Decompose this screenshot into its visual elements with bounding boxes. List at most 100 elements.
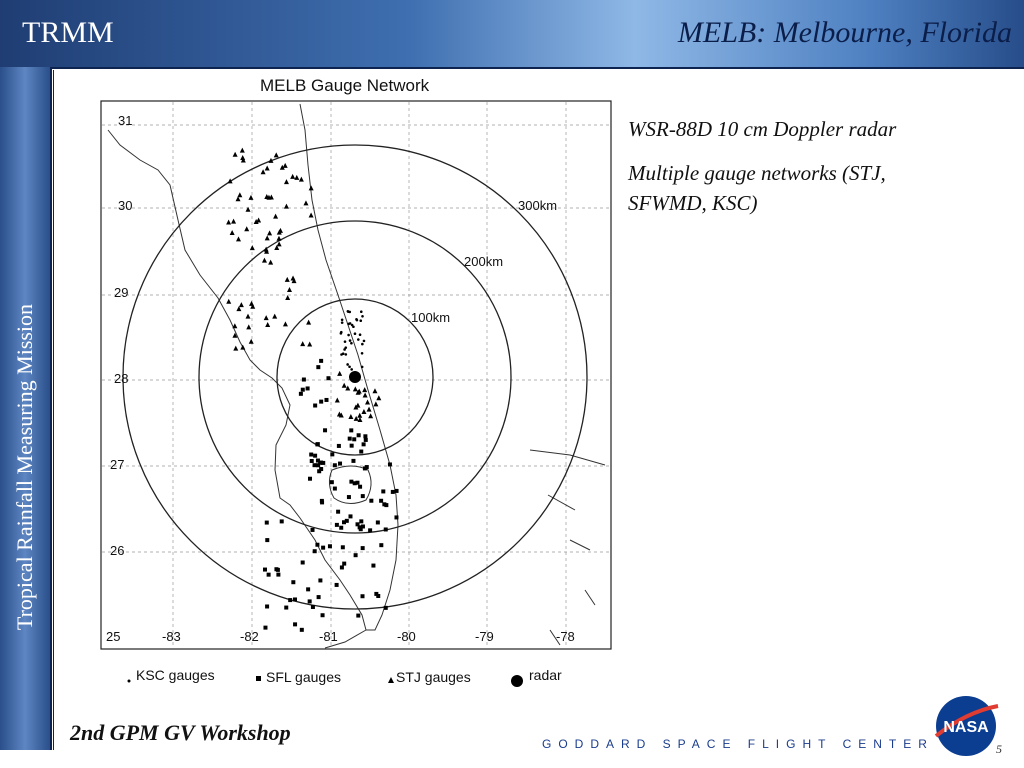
header-right-title: MELB: Melbourne, Florida (677, 16, 1012, 49)
sfl-gauge (376, 593, 381, 598)
stj-gauge (264, 235, 270, 241)
sfl-gauge (356, 433, 361, 438)
stj-gauge (284, 276, 290, 282)
stj-gauge (357, 412, 363, 418)
note-networks: Multiple gauge networks (STJ, SFWMD, KSC… (628, 161, 886, 215)
sfl-gauge (353, 553, 358, 558)
stj-gauge (261, 257, 267, 263)
sfl-gauge (349, 479, 354, 484)
stj-gauge (283, 203, 289, 209)
sfl-gauge (312, 549, 317, 554)
sfl-gauge (349, 428, 354, 433)
sfl-gauge (360, 546, 365, 551)
sfl-gauge (360, 594, 365, 599)
sfl-gauge (330, 452, 335, 457)
ksc-gauge (360, 365, 364, 369)
stj-gauge (290, 173, 296, 179)
stj-gauge (253, 218, 259, 224)
legend-radar: radar (529, 667, 562, 683)
stj-gauge (249, 245, 255, 251)
map-figure: 100km 200km 300km 31 30 29 28 27 26 25 -… (100, 100, 612, 687)
stj-gauge (245, 313, 251, 319)
sfl-gauge (317, 469, 322, 474)
keys-coastline (324, 629, 367, 649)
sfl-gauge (309, 458, 314, 463)
sfl-gauge (307, 599, 312, 604)
lat-label: 25 (106, 629, 120, 644)
sfl-gauge (279, 519, 284, 524)
sfl-gauge (318, 460, 323, 465)
stj-gauge (368, 413, 374, 419)
map-title: MELB Gauge Network (260, 76, 430, 95)
legend-stj: STJ gauges (396, 669, 471, 685)
stj-gauge (352, 386, 358, 392)
stj-gauge (248, 338, 254, 344)
legend-radar-marker (511, 675, 523, 687)
stj-gauge (273, 213, 279, 219)
stj-gauge (373, 401, 379, 407)
stj-gauge (345, 385, 351, 391)
stj-gauge (231, 218, 237, 224)
sfl-gauge (315, 442, 320, 447)
sfl-gauge (360, 494, 365, 499)
stj-gauge (294, 174, 300, 180)
sfl-gauge (323, 428, 328, 433)
sfl-gauge (327, 544, 332, 549)
stj-gauge (263, 246, 269, 252)
stj-gauge (282, 321, 288, 327)
sfl-gauge (316, 463, 321, 468)
sfl-gauge (310, 604, 315, 609)
stj-gauge (353, 415, 359, 421)
radar-marker (349, 371, 361, 383)
ksc-gauge (361, 314, 364, 318)
stj-gauge (260, 169, 266, 175)
legend-ksc-marker (127, 679, 131, 683)
sfl-gauge (359, 449, 364, 454)
stj-gauge (226, 219, 232, 225)
sfl-gauge (369, 498, 374, 503)
sfl-gauge (394, 515, 399, 520)
sfl-gauge (319, 498, 324, 503)
sfl-gauge (309, 452, 314, 457)
stj-gauge (265, 321, 271, 327)
sfl-gauge (274, 567, 279, 572)
sfl-gauge (263, 625, 268, 630)
stj-gauge (273, 152, 279, 158)
legend-stj-marker (388, 677, 394, 683)
stj-gauge (268, 259, 274, 265)
stj-gauge (250, 303, 256, 309)
sfl-gauge (266, 572, 271, 577)
stj-gauge (307, 341, 313, 347)
ksc-gauge (353, 332, 357, 336)
sfl-gauge (320, 613, 325, 618)
sfl-gauge (329, 480, 334, 485)
stj-gauge (291, 278, 297, 284)
lon-label: -78 (556, 629, 575, 644)
stj-gauge (248, 194, 254, 200)
stj-gauge (237, 192, 243, 198)
sfl-gauge (390, 489, 395, 494)
sfl-gauge (265, 538, 270, 543)
stj-gauge (272, 313, 278, 319)
stj-gauge (300, 341, 306, 347)
legend-sfl-marker (256, 676, 261, 681)
sfl-gauge (308, 476, 313, 481)
sfl-gauge (332, 486, 337, 491)
sfl-gauge (321, 545, 326, 550)
sidebar-divider (53, 70, 54, 750)
lon-label: -83 (162, 629, 181, 644)
legend-ksc: KSC gauges (136, 667, 215, 683)
stj-gauge (366, 406, 372, 412)
stj-gauge (337, 370, 343, 376)
sfl-gauge (265, 604, 270, 609)
stj-gauge (226, 298, 232, 304)
coastline (107, 103, 399, 631)
sfl-gauge (299, 627, 304, 632)
sfl-gauge (334, 582, 339, 587)
stj-gauge (365, 399, 371, 405)
ksc-gauge (350, 341, 353, 345)
ring-label-100km: 100km (411, 310, 450, 325)
sfl-gauge (344, 518, 349, 523)
ksc-gauge (347, 322, 350, 326)
sfl-gauge (382, 502, 387, 507)
